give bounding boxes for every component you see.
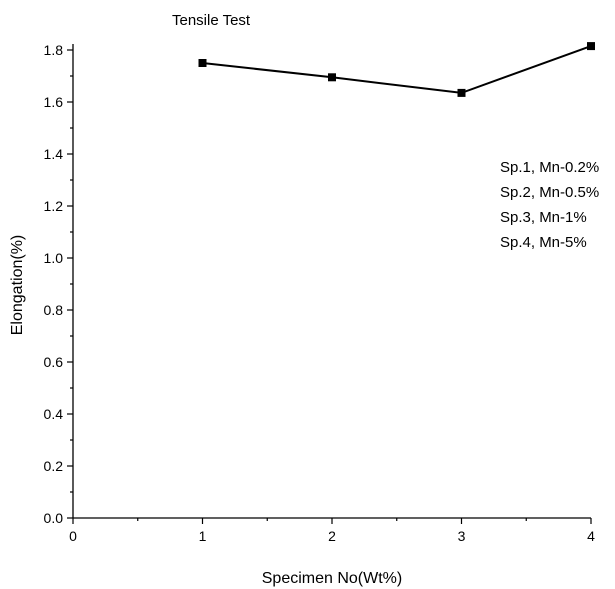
series-line	[202, 45, 592, 94]
chart-title: Tensile Test	[172, 12, 251, 29]
legend-entry: Sp.4, Mn-5%	[500, 234, 587, 251]
legend-entry: Sp.1, Mn-0.2%	[500, 159, 599, 176]
y-tick-label: 1.8	[44, 42, 64, 58]
y-tick-label: 1.0	[44, 250, 64, 266]
series-group	[198, 42, 595, 97]
axes: 0 1 2 3 4 0.0 0.2 0.4 0.6 0.8 1.0 1.2 1.4 1.6 1.8	[44, 42, 596, 544]
x-tick-label: 2	[328, 528, 336, 544]
y-tick-label: 1.6	[44, 94, 64, 110]
y-tick-label: 0.6	[44, 354, 64, 370]
data-point	[457, 88, 466, 97]
legend-entry: Sp.2, Mn-0.5%	[500, 184, 599, 201]
y-tick-label: 1.4	[44, 146, 64, 162]
data-point	[198, 59, 207, 67]
x-tick-label: 1	[199, 528, 207, 544]
legend-entry: Sp.3, Mn-1%	[500, 209, 587, 226]
x-tick-label: 4	[587, 528, 595, 544]
y-tick-label: 0.0	[44, 510, 64, 526]
y-tick-label: 0.2	[44, 458, 64, 474]
legend: Sp.1, Mn-0.2% Sp.2, Mn-0.5% Sp.3, Mn-1% Sp.…	[500, 159, 599, 251]
x-tick-label: 0	[69, 528, 77, 544]
x-tick-label: 3	[458, 528, 466, 544]
y-tick-label: 1.2	[44, 198, 64, 214]
x-axis-title: Specimen No(Wt%)	[262, 570, 402, 587]
data-point	[587, 42, 595, 51]
data-point	[328, 73, 336, 82]
y-tick-label: 0.8	[44, 302, 64, 318]
y-tick-label: 0.4	[44, 406, 64, 422]
y-axis-title: Elongation(%)	[9, 235, 26, 336]
